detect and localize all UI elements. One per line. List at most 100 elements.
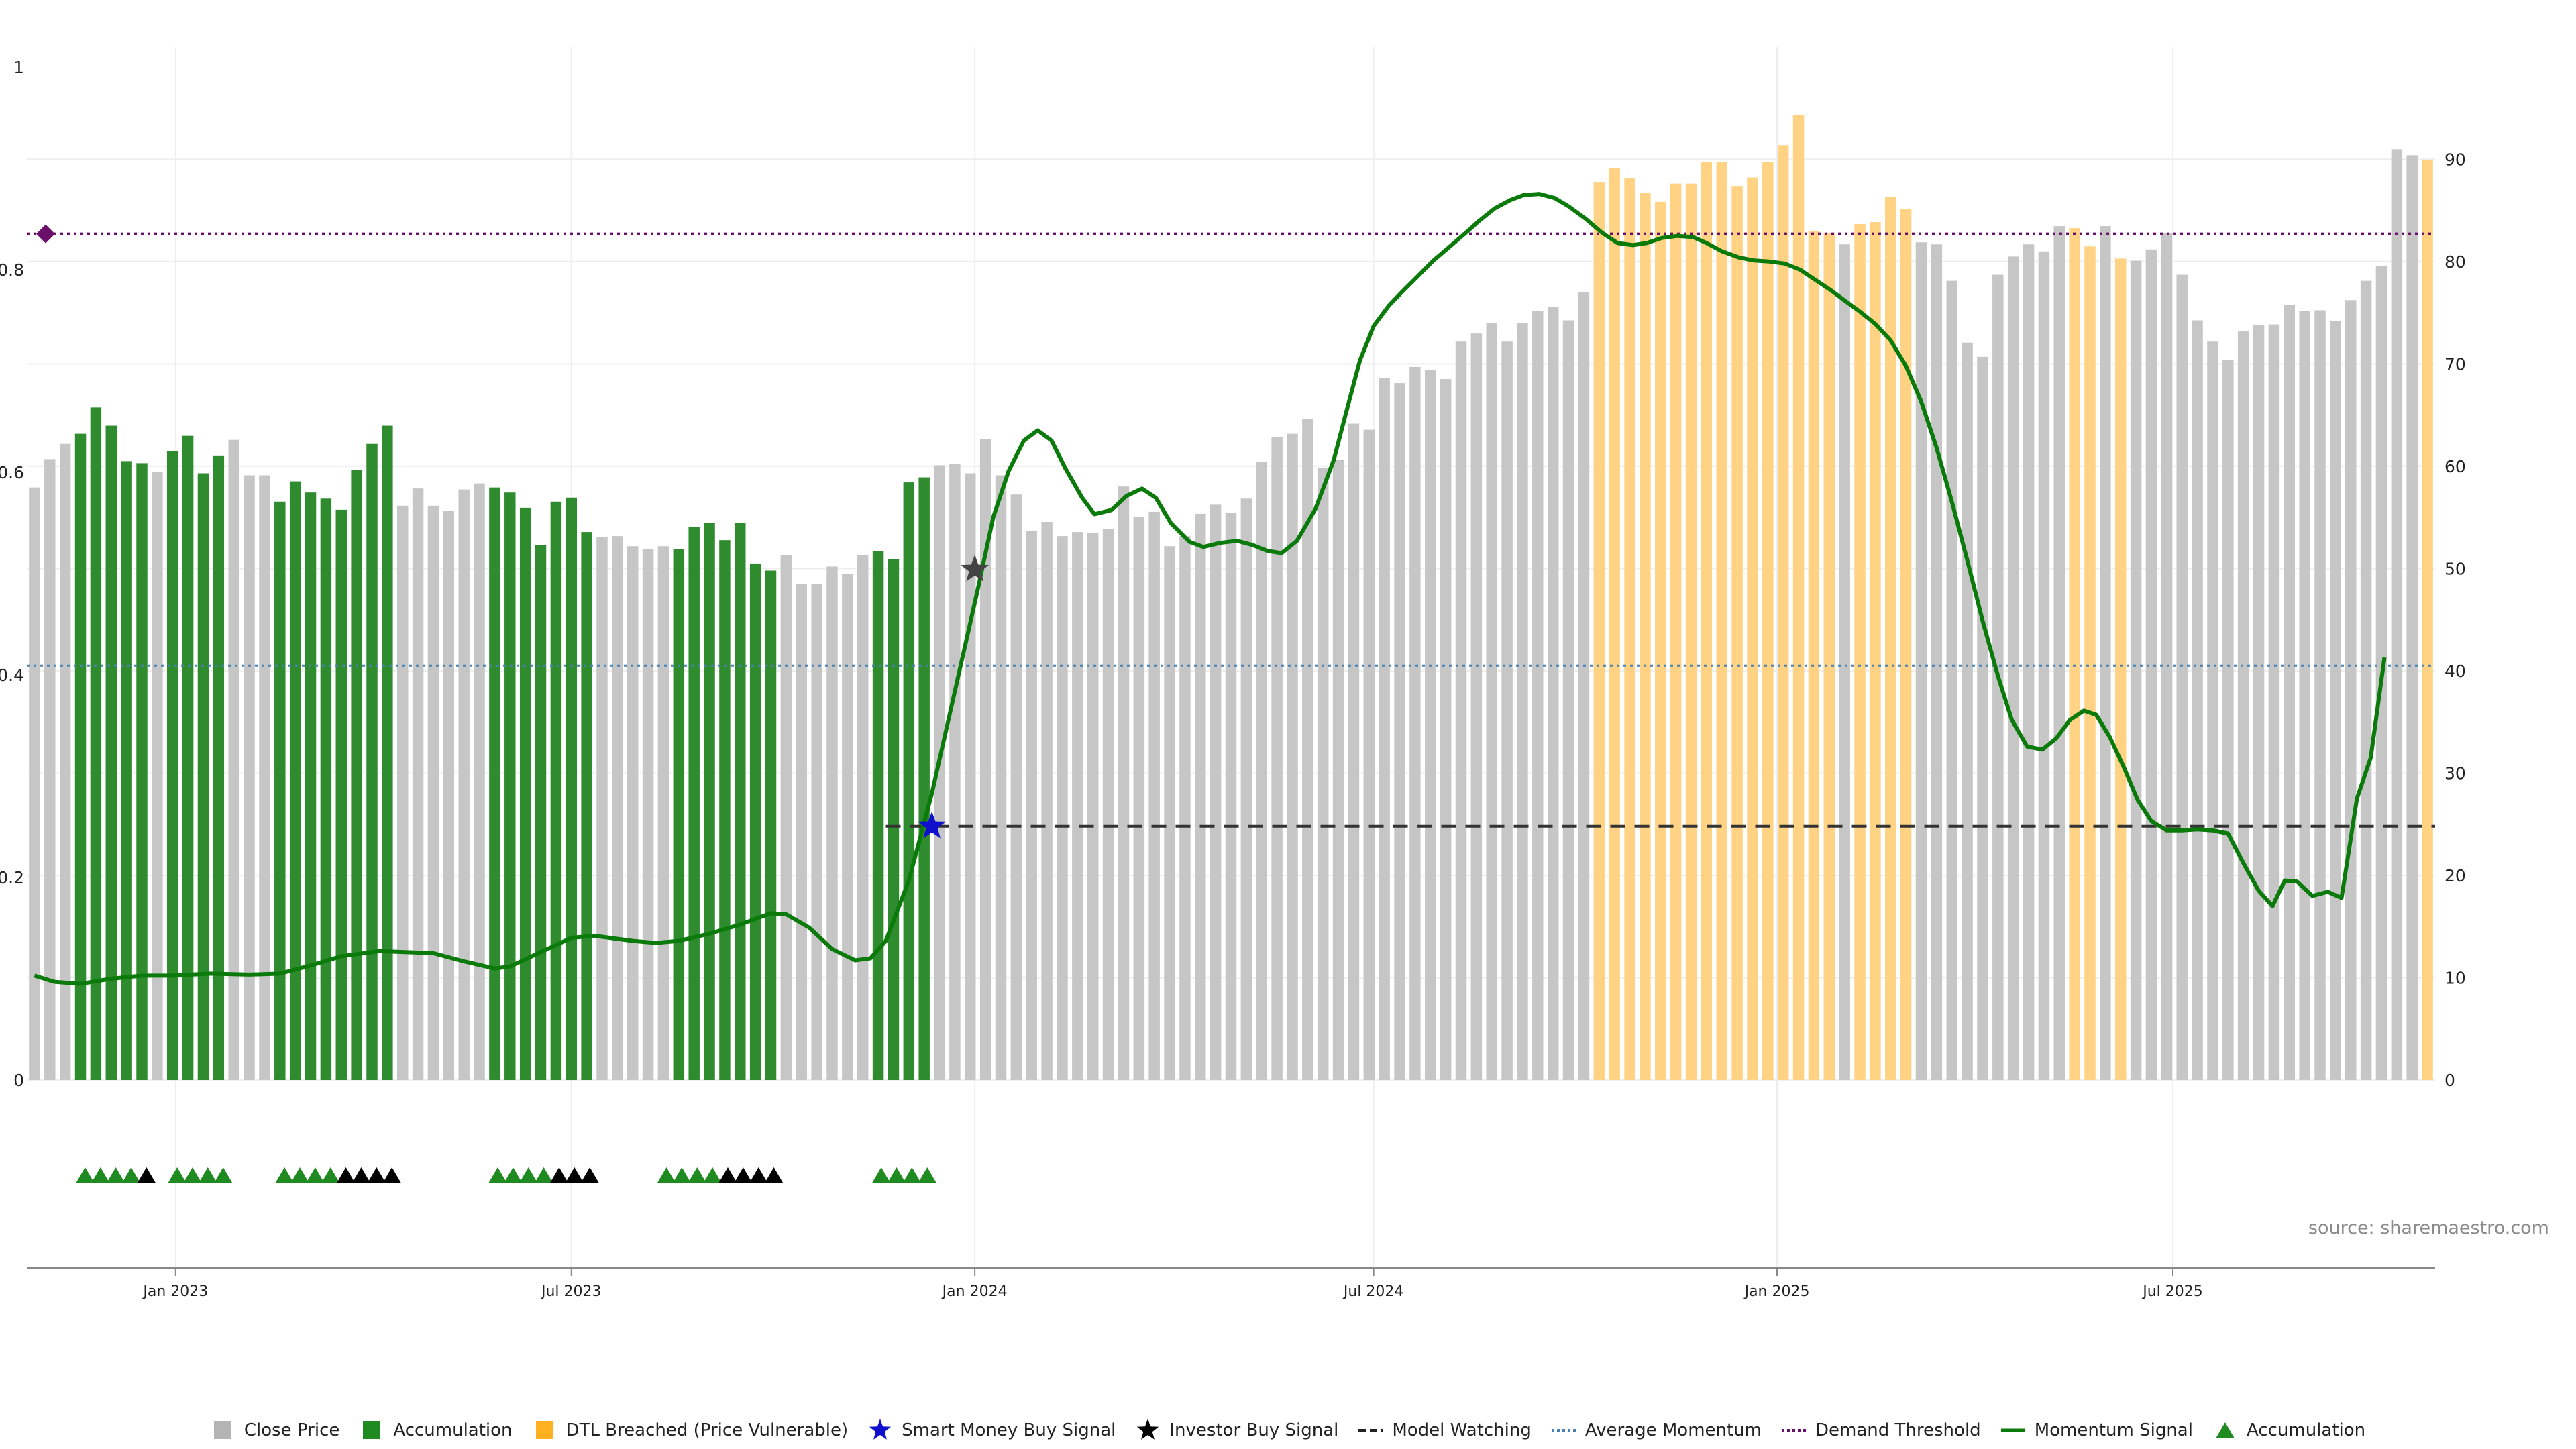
accumulation-bar	[182, 435, 194, 1080]
accumulation-bar	[366, 443, 378, 1080]
close-bar	[44, 459, 56, 1080]
close-bar	[2391, 149, 2403, 1080]
accumulation-bar	[166, 451, 178, 1080]
close-bar	[152, 472, 163, 1080]
close-bar	[2100, 226, 2111, 1080]
accumulation-bar	[74, 433, 87, 1080]
accumulation-marker	[321, 1167, 340, 1183]
accumulation-bar	[566, 497, 577, 1080]
x-tick-label: Jan 2025	[1743, 1283, 1810, 1300]
accumulation-marker	[672, 1167, 692, 1183]
price-bars	[29, 114, 2433, 1081]
accumulation-bar	[765, 570, 777, 1080]
legend-item: Demand Threshold	[1782, 1418, 1981, 1442]
accumulation-marker	[703, 1167, 722, 1183]
close-bar	[1164, 546, 1175, 1080]
left-tick-label: 0.4	[0, 665, 24, 685]
close-bar	[2406, 155, 2418, 1080]
accumulation-marker	[168, 1167, 187, 1183]
close-bar	[1578, 292, 1590, 1081]
close-bar	[949, 464, 961, 1080]
accumulation-marker	[106, 1167, 125, 1183]
left-tick-label: 0.8	[0, 260, 24, 280]
accumulation-bar	[90, 407, 102, 1080]
axes: Jan 2023 Jul 2023 Jan 2024 Jul 2024 Jan 2025…	[0, 58, 2466, 1300]
right-tick-label: 60	[2445, 457, 2466, 476]
legend-item: Investor Buy Signal	[1136, 1418, 1338, 1442]
close-bar	[1057, 536, 1068, 1080]
close-bar	[965, 473, 976, 1080]
close-bar	[1517, 323, 1528, 1080]
close-bar	[627, 546, 639, 1080]
accumulation-marker	[290, 1167, 310, 1183]
close-bar	[1087, 533, 1099, 1080]
close-bar	[857, 555, 869, 1080]
accumulation-bar	[519, 507, 531, 1080]
close-bar	[1486, 323, 1497, 1080]
accumulation-bar	[121, 461, 132, 1080]
legend-label: Model Watching	[1392, 1420, 1532, 1440]
left-tick-label: 1	[13, 58, 24, 77]
close-bar	[2314, 310, 2326, 1080]
close-bar	[1839, 244, 1850, 1080]
accumulation-marker	[764, 1167, 784, 1183]
close-bar	[2207, 341, 2218, 1081]
close-bar	[1470, 333, 1483, 1080]
close-bar	[1977, 356, 1988, 1080]
dtl-bar	[2115, 258, 2127, 1080]
dtl-bar	[1900, 209, 1912, 1080]
accumulation-marker	[352, 1167, 371, 1183]
right-tick-label: 80	[2445, 252, 2466, 272]
close-bar	[427, 505, 439, 1080]
close-bar	[842, 574, 853, 1080]
close-bar	[1394, 383, 1405, 1080]
close-bar	[1271, 437, 1283, 1080]
close-bar	[412, 488, 424, 1080]
dtl-bar	[2422, 160, 2433, 1080]
accumulation-bar	[719, 540, 731, 1080]
signal-lines	[27, 192, 2435, 986]
accumulation-marker	[75, 1167, 95, 1183]
dtl-bar	[1777, 145, 1789, 1080]
legend-item: Smart Money Buy Signal	[868, 1418, 1116, 1442]
close-bar	[59, 443, 71, 1080]
legend-label: Accumulation	[393, 1420, 513, 1440]
legend-label: Momentum Signal	[2034, 1420, 2193, 1440]
legend-label: Investor Buy Signal	[1169, 1420, 1339, 1440]
legend-dot-icon	[1782, 1429, 1807, 1432]
demand-threshold-marker	[36, 224, 55, 244]
close-bar	[1409, 366, 1421, 1081]
close-bar	[811, 584, 822, 1080]
close-bar	[995, 475, 1007, 1080]
close-bar	[1256, 462, 1267, 1080]
accumulation-marker	[367, 1167, 386, 1183]
x-tick-label: Jan 2023	[142, 1283, 208, 1300]
close-bar	[1102, 529, 1114, 1080]
dtl-bar	[1716, 162, 1727, 1081]
legend-item: Accumulation	[2213, 1418, 2365, 1442]
accumulation-bar	[673, 549, 685, 1080]
legend-label: Accumulation	[2246, 1420, 2366, 1440]
close-bar	[443, 511, 455, 1080]
close-bar	[1010, 494, 1022, 1080]
close-bar	[2360, 280, 2372, 1080]
accumulation-marker	[565, 1167, 584, 1183]
close-bar	[1962, 342, 1973, 1081]
accumulation-marker	[198, 1167, 217, 1183]
accumulation-marker	[718, 1167, 737, 1183]
close-bar	[1179, 536, 1191, 1080]
accumulation-bar	[872, 551, 884, 1080]
close-bar	[458, 489, 470, 1080]
accumulation-marker	[749, 1167, 768, 1183]
accumulation-marker	[534, 1167, 553, 1183]
close-bar	[934, 465, 945, 1080]
close-bar	[228, 439, 239, 1080]
close-bar	[1133, 517, 1145, 1080]
legend-dash-icon	[1358, 1429, 1383, 1432]
close-bar	[2130, 260, 2142, 1080]
close-bar	[642, 549, 654, 1080]
accumulation-bar	[289, 481, 301, 1080]
legend-dot-icon	[1551, 1429, 1576, 1432]
x-tick-label: Jul 2024	[1342, 1283, 1404, 1300]
close-bar	[29, 487, 40, 1080]
